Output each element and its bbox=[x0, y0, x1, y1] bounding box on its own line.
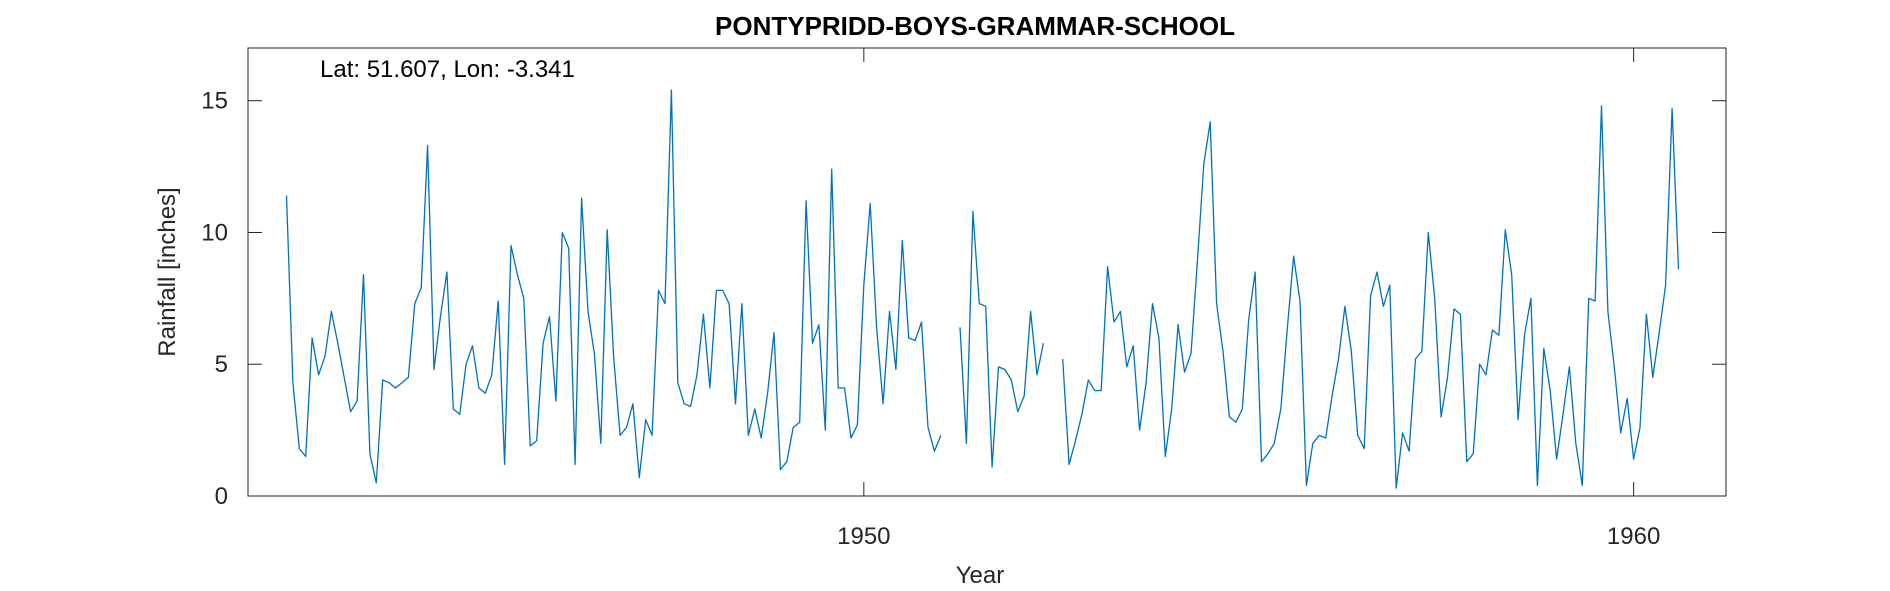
y-tick-label-10: 10 bbox=[201, 219, 228, 246]
y-axis: 0 5 10 15 bbox=[201, 88, 1726, 510]
x-axis-label: Year bbox=[956, 562, 1005, 589]
y-tick-label-0: 0 bbox=[215, 483, 228, 510]
plot-frame bbox=[247, 47, 1727, 497]
y-axis-label: Rainfall [inches] bbox=[154, 187, 181, 356]
plot-area-box bbox=[247, 47, 1727, 497]
chart-title: PONTYPRIDD-BOYS-GRAMMAR-SCHOOL bbox=[715, 11, 1235, 41]
y-tick-label-15: 15 bbox=[201, 88, 228, 115]
rainfall-series-line bbox=[285, 89, 1680, 489]
chart-annotation: Lat: 51.607, Lon: -3.341 bbox=[320, 56, 575, 83]
x-axis: 1950 1960 bbox=[837, 48, 1660, 550]
y-tick-label-5: 5 bbox=[215, 351, 228, 378]
x-tick-label-1960: 1960 bbox=[1607, 523, 1660, 550]
x-tick-label-1950: 1950 bbox=[837, 523, 890, 550]
